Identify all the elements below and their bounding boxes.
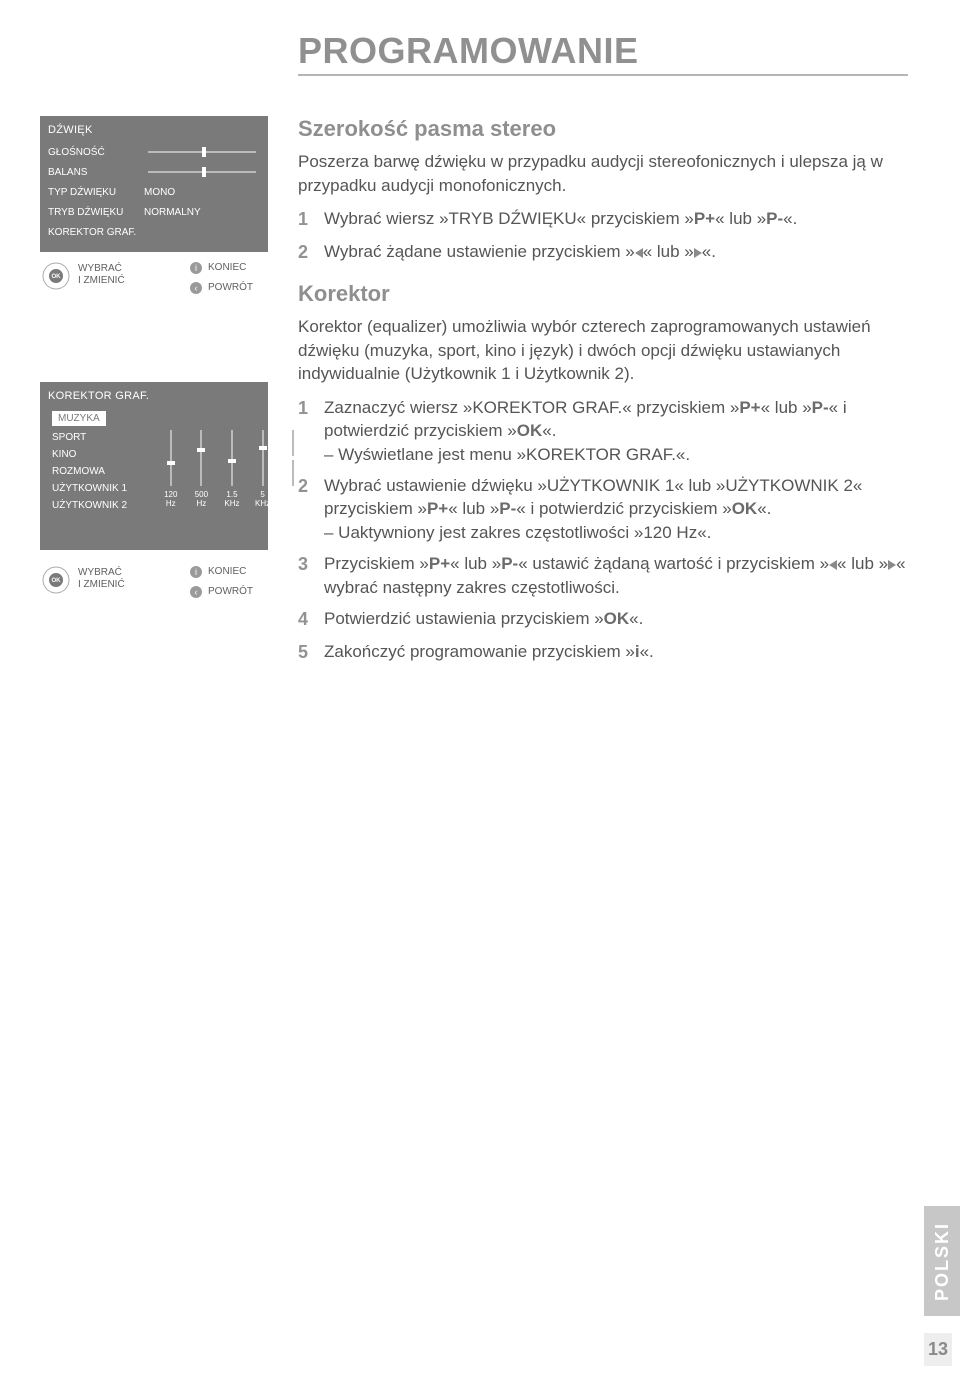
s2-step-5: 5 Zakończyć programowanie przyciskiem »i… xyxy=(298,640,908,665)
s2-step-3: 3 Przyciskiem »P+« lub »P-« ustawić żąda… xyxy=(298,552,908,599)
menu-row-label: KOREKTOR GRAF. xyxy=(48,227,144,238)
slider-thumb xyxy=(202,167,206,177)
equalizer-menu-box: KOREKTOR GRAF. MUZYKASPORTKINOROZMOWAUŻY… xyxy=(40,382,268,550)
right-arrow-icon xyxy=(694,248,702,258)
svg-text:OK: OK xyxy=(52,274,62,280)
equalizer-band: 1.5KHz xyxy=(223,430,241,508)
sound-menu-row: GŁOŚNOŚĆ xyxy=(48,142,260,162)
sound-menu-row: TRYB DŹWIĘKUNORMALNY xyxy=(48,202,260,222)
page-number: 13 xyxy=(924,1333,952,1366)
slider-track xyxy=(148,151,256,153)
s2-step-4: 4 Potwierdzić ustawienia przyciskiem »OK… xyxy=(298,607,908,632)
s2-step-1: 1 Zaznaczyć wiersz »KOREKTOR GRAF.« przy… xyxy=(298,396,908,466)
sound-menu-row: BALANS xyxy=(48,162,260,182)
ok-button-icon: OK xyxy=(42,566,70,594)
select-change-label: WYBRAĆI ZMIENIĆ xyxy=(78,567,125,591)
section1-intro: Poszerza barwę dźwięku w przypadku audyc… xyxy=(298,150,908,197)
equalizer-sliders: 120Hz500Hz1.5KHz5KHz10KHz xyxy=(162,430,302,508)
menu-row-value: MONO xyxy=(144,187,175,198)
eq-slider-track xyxy=(170,430,172,486)
s2-step-2: 2 Wybrać ustawienie dźwięku »UŻYTKOWNIK … xyxy=(298,474,908,544)
equalizer-band: 5KHz xyxy=(254,430,272,508)
eq-slider-track xyxy=(231,430,233,486)
step-number: 2 xyxy=(298,240,324,265)
eq-slider-thumb xyxy=(259,446,267,450)
end-label: KONIEC xyxy=(208,262,246,273)
sound-menu-row: KOREKTOR GRAF. xyxy=(48,222,260,242)
step-number: 1 xyxy=(298,396,324,466)
s1-step-1: 1 Wybrać wiersz »TRYB DŹWIĘKU« przyciski… xyxy=(298,207,908,232)
back-icon: ‹ xyxy=(190,586,202,598)
section2-title: Korektor xyxy=(298,279,908,309)
back-label: POWRÓT xyxy=(208,282,253,293)
eq-frequency-label: 500Hz xyxy=(193,490,211,508)
eq-slider-thumb xyxy=(228,459,236,463)
menu-row-label: GŁOŚNOŚĆ xyxy=(48,147,144,158)
eq-frequency-label: 5KHz xyxy=(254,490,272,508)
end-label: KONIEC xyxy=(208,566,246,577)
svg-text:OK: OK xyxy=(52,578,62,584)
equalizer-header: KOREKTOR GRAF. xyxy=(48,390,260,402)
eq-slider-thumb xyxy=(167,461,175,465)
section1-title: Szerokość pasma stereo xyxy=(298,114,908,144)
step-number: 3 xyxy=(298,552,324,599)
right-arrow-icon xyxy=(888,560,896,570)
eq-slider-thumb xyxy=(289,456,297,460)
equalizer-band: 120Hz xyxy=(162,430,180,508)
sound-menu-header: DŹWIĘK xyxy=(48,124,260,136)
page-title: PROGRAMOWANIE xyxy=(298,30,908,76)
sound-menu-box: DŹWIĘK GŁOŚNOŚĆBALANSTYP DŹWIĘKUMONOTRYB… xyxy=(40,116,268,252)
back-icon: ‹ xyxy=(190,282,202,294)
sound-menu-row: TYP DŹWIĘKUMONO xyxy=(48,182,260,202)
menu-row-label: BALANS xyxy=(48,167,144,178)
menu-row-value: NORMALNY xyxy=(144,207,201,218)
eq-slider-thumb xyxy=(197,448,205,452)
step-number: 5 xyxy=(298,640,324,665)
back-label: POWRÓT xyxy=(208,586,253,597)
info-icon: i xyxy=(190,566,202,578)
equalizer-band: 500Hz xyxy=(193,430,211,508)
eq-frequency-label: 1.5KHz xyxy=(223,490,241,508)
eq-frequency-label: 120Hz xyxy=(162,490,180,508)
menu-row-label: TYP DŹWIĘKU xyxy=(48,187,144,198)
slider-thumb xyxy=(202,147,206,157)
step-number: 4 xyxy=(298,607,324,632)
eq-slider-track xyxy=(262,430,264,486)
step-number: 2 xyxy=(298,474,324,544)
section2-intro: Korektor (equalizer) umożliwia wybór czt… xyxy=(298,315,908,385)
slider-track xyxy=(148,171,256,173)
info-icon: i xyxy=(190,262,202,274)
equalizer-preset-item: MUZYKA xyxy=(48,408,260,429)
step-number: 1 xyxy=(298,207,324,232)
eq-slider-track xyxy=(292,430,294,486)
left-arrow-icon xyxy=(829,560,837,570)
main-content: Szerokość pasma stereo Poszerza barwę dź… xyxy=(298,100,908,673)
language-tab: POLSKI xyxy=(924,1206,960,1316)
select-change-label: WYBRAĆI ZMIENIĆ xyxy=(78,263,125,287)
ok-button-icon: OK xyxy=(42,262,70,290)
menu2-footer: OK WYBRAĆI ZMIENIĆ i KONIEC ‹ POWRÓT xyxy=(40,554,268,608)
eq-slider-track xyxy=(200,430,202,486)
s1-step-2: 2 Wybrać żądane ustawienie przyciskiem »… xyxy=(298,240,908,265)
menu1-footer: OK WYBRAĆI ZMIENIĆ i KONIEC ‹ POWRÓT xyxy=(40,250,268,304)
left-arrow-icon xyxy=(635,248,643,258)
menu-row-label: TRYB DŹWIĘKU xyxy=(48,207,144,218)
